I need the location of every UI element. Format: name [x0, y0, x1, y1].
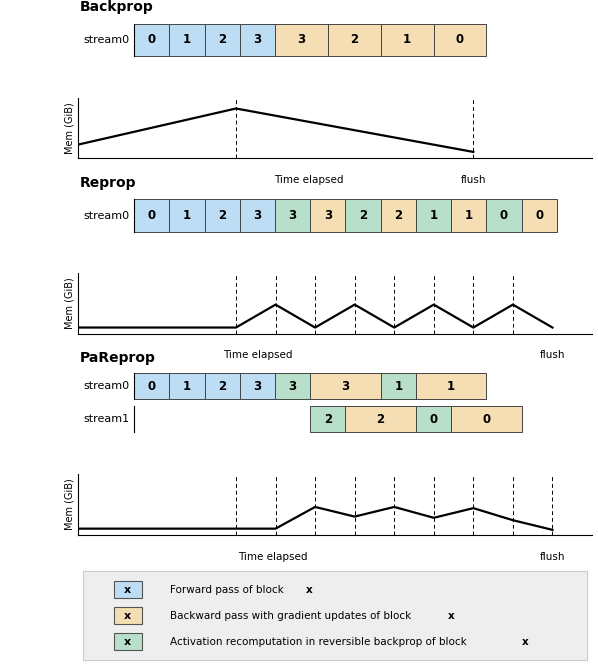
FancyBboxPatch shape	[451, 406, 521, 432]
Text: 2: 2	[218, 34, 226, 46]
FancyBboxPatch shape	[346, 200, 381, 232]
Text: stream1: stream1	[84, 414, 130, 424]
Y-axis label: Mem (GiB): Mem (GiB)	[65, 478, 75, 530]
Text: x: x	[124, 585, 132, 595]
FancyBboxPatch shape	[134, 373, 169, 399]
FancyBboxPatch shape	[328, 24, 381, 56]
Text: Time elapsed: Time elapsed	[223, 351, 292, 360]
Text: 2: 2	[218, 380, 226, 393]
Text: x: x	[306, 585, 313, 595]
Text: flush: flush	[540, 351, 565, 360]
FancyBboxPatch shape	[381, 24, 434, 56]
FancyBboxPatch shape	[114, 633, 142, 650]
FancyBboxPatch shape	[310, 406, 346, 432]
Text: x: x	[124, 636, 132, 646]
FancyBboxPatch shape	[434, 24, 486, 56]
Y-axis label: Mem (GiB): Mem (GiB)	[65, 102, 75, 154]
Text: 0: 0	[500, 209, 508, 222]
FancyBboxPatch shape	[381, 373, 416, 399]
FancyBboxPatch shape	[205, 373, 240, 399]
Text: 1: 1	[183, 380, 191, 393]
FancyBboxPatch shape	[275, 24, 328, 56]
Text: 2: 2	[394, 209, 402, 222]
FancyBboxPatch shape	[169, 373, 205, 399]
Text: x: x	[522, 636, 529, 646]
Text: 1: 1	[465, 209, 473, 222]
Text: 3: 3	[289, 209, 297, 222]
Text: 3: 3	[254, 380, 261, 393]
Text: 0: 0	[148, 209, 155, 222]
FancyBboxPatch shape	[134, 24, 169, 56]
Text: 2: 2	[377, 413, 385, 425]
Text: Reprop: Reprop	[80, 176, 136, 190]
Text: stream0: stream0	[84, 35, 130, 45]
FancyBboxPatch shape	[416, 373, 486, 399]
FancyBboxPatch shape	[416, 406, 451, 432]
Text: 0: 0	[482, 413, 490, 425]
FancyBboxPatch shape	[310, 200, 346, 232]
Text: 3: 3	[254, 209, 261, 222]
FancyBboxPatch shape	[169, 200, 205, 232]
Y-axis label: Mem (GiB): Mem (GiB)	[65, 278, 75, 329]
Text: flush: flush	[460, 175, 486, 185]
FancyBboxPatch shape	[521, 200, 557, 232]
FancyBboxPatch shape	[240, 373, 275, 399]
Text: 0: 0	[456, 34, 464, 46]
Text: 1: 1	[429, 209, 438, 222]
Text: Activation recomputation in reversible backprop of block: Activation recomputation in reversible b…	[170, 636, 470, 646]
FancyBboxPatch shape	[486, 200, 521, 232]
Text: 2: 2	[350, 34, 358, 46]
FancyBboxPatch shape	[381, 200, 416, 232]
FancyBboxPatch shape	[416, 200, 451, 232]
Text: 1: 1	[394, 380, 402, 393]
FancyBboxPatch shape	[346, 406, 416, 432]
Text: Time elapsed: Time elapsed	[274, 175, 344, 185]
Text: 1: 1	[183, 209, 191, 222]
FancyBboxPatch shape	[134, 200, 169, 232]
Text: 2: 2	[359, 209, 367, 222]
Text: 1: 1	[183, 34, 191, 46]
FancyBboxPatch shape	[275, 200, 310, 232]
Text: 0: 0	[429, 413, 438, 425]
Text: flush: flush	[540, 552, 565, 562]
Text: 3: 3	[289, 380, 297, 393]
Text: 2: 2	[324, 413, 332, 425]
FancyBboxPatch shape	[310, 373, 381, 399]
Text: 3: 3	[254, 34, 261, 46]
FancyBboxPatch shape	[240, 24, 275, 56]
Text: 1: 1	[403, 34, 411, 46]
Text: 3: 3	[297, 34, 306, 46]
Text: 0: 0	[148, 34, 155, 46]
Text: 2: 2	[218, 209, 226, 222]
FancyBboxPatch shape	[205, 24, 240, 56]
Text: x: x	[448, 611, 454, 620]
FancyBboxPatch shape	[83, 571, 587, 660]
Text: Backprop: Backprop	[80, 1, 153, 15]
Text: 0: 0	[535, 209, 543, 222]
FancyBboxPatch shape	[114, 581, 142, 598]
FancyBboxPatch shape	[205, 200, 240, 232]
FancyBboxPatch shape	[240, 200, 275, 232]
Text: 3: 3	[341, 380, 349, 393]
Text: Time elapsed: Time elapsed	[239, 552, 308, 562]
Text: 1: 1	[447, 380, 455, 393]
FancyBboxPatch shape	[451, 200, 486, 232]
Text: Backward pass with gradient updates of block: Backward pass with gradient updates of b…	[170, 611, 415, 620]
FancyBboxPatch shape	[275, 373, 310, 399]
Text: PaReprop: PaReprop	[80, 351, 155, 365]
Text: 3: 3	[324, 209, 332, 222]
Text: x: x	[124, 611, 132, 620]
FancyBboxPatch shape	[169, 24, 205, 56]
Text: 0: 0	[148, 380, 155, 393]
FancyBboxPatch shape	[114, 607, 142, 624]
Text: stream0: stream0	[84, 210, 130, 220]
Text: Forward pass of block: Forward pass of block	[170, 585, 287, 595]
Text: stream0: stream0	[84, 381, 130, 391]
